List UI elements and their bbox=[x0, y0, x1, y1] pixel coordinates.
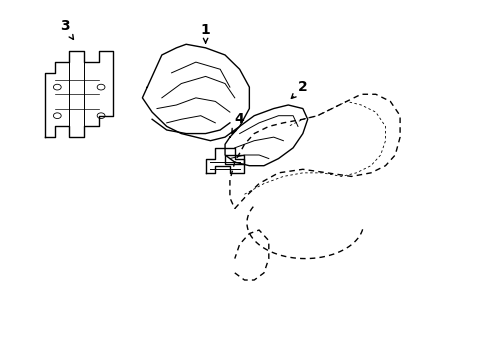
Bar bbox=[224, 155, 244, 164]
Text: 4: 4 bbox=[231, 112, 244, 133]
Text: 2: 2 bbox=[291, 80, 307, 98]
Text: 1: 1 bbox=[200, 23, 210, 43]
Text: 3: 3 bbox=[60, 19, 73, 40]
